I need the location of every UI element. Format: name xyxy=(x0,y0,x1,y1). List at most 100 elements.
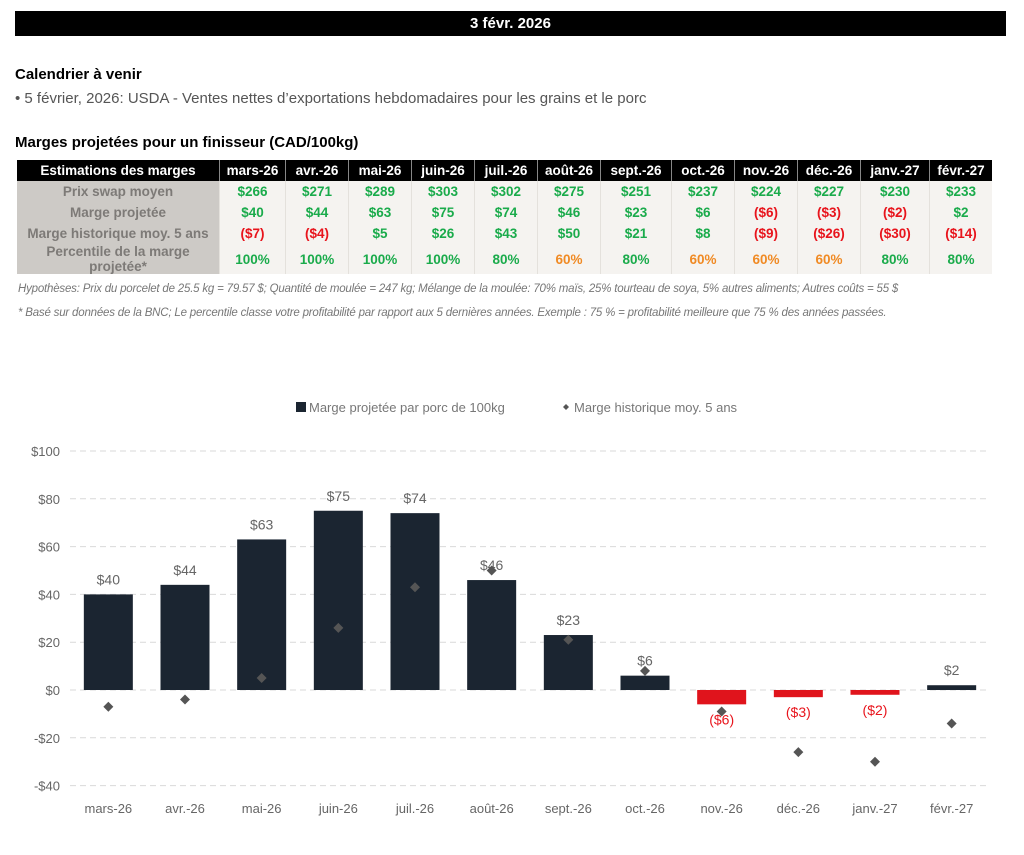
margins-table: Estimations des marges mars-26 avr.-26 mai… xyxy=(17,160,992,274)
table-cell: $251 xyxy=(600,181,672,202)
table-cell: $237 xyxy=(671,181,735,202)
x-tick-label: avr.-26 xyxy=(165,801,205,816)
month-header: août-26 xyxy=(537,160,601,181)
y-tick-label: $100 xyxy=(31,444,60,459)
table-cell: $26 xyxy=(411,223,475,244)
bar xyxy=(850,690,900,695)
bar-data-label: $2 xyxy=(944,662,960,678)
month-header: juin-26 xyxy=(411,160,475,181)
historical-marker xyxy=(793,747,804,758)
y-tick-label: $60 xyxy=(38,540,60,555)
bar xyxy=(237,539,287,690)
table-cell: 80% xyxy=(474,244,538,274)
table-cell: ($6) xyxy=(734,202,798,223)
bar-data-label: $63 xyxy=(250,516,274,532)
historical-marker xyxy=(410,582,420,593)
historical-marker xyxy=(333,622,344,633)
historical-marker xyxy=(716,706,727,717)
table-cell: 80% xyxy=(860,244,930,274)
table-cell: 60% xyxy=(537,244,601,274)
table-row: Percentile de la marge projetée* 100% 100%… xyxy=(17,244,992,274)
table-cell: $43 xyxy=(474,223,538,244)
table-cell: $230 xyxy=(860,181,930,202)
x-tick-label: févr.-27 xyxy=(930,801,973,816)
y-tick-label: -$20 xyxy=(34,731,60,746)
x-tick-label: mars-26 xyxy=(84,801,132,816)
x-tick-label: mai-26 xyxy=(242,801,282,816)
y-tick-label: $40 xyxy=(38,587,60,602)
month-header: oct.-26 xyxy=(671,160,735,181)
header-label: Estimations des marges xyxy=(17,160,220,181)
calendar-item: • 5 février, 2026: USDA - Ventes nettes … xyxy=(15,90,647,107)
historical-marker xyxy=(946,718,957,729)
x-tick-label: nov.-26 xyxy=(700,801,742,816)
historical-marker xyxy=(103,701,114,712)
table-cell: $21 xyxy=(600,223,672,244)
x-tick-label: sept.-26 xyxy=(545,801,592,816)
bar-data-label: $75 xyxy=(327,488,351,504)
month-header: déc.-26 xyxy=(797,160,861,181)
x-tick-label: août-26 xyxy=(470,801,514,816)
table-cell: ($14) xyxy=(929,223,992,244)
table-header-row: Estimations des marges mars-26 avr.-26 mai… xyxy=(17,160,992,181)
calendar-title: Calendrier à venir xyxy=(15,66,142,83)
bar-data-label: $74 xyxy=(403,490,427,506)
month-header: avr.-26 xyxy=(285,160,349,181)
month-header: sept.-26 xyxy=(600,160,672,181)
table-cell: 60% xyxy=(797,244,861,274)
table-cell: ($3) xyxy=(797,202,861,223)
table-cell: $23 xyxy=(600,202,672,223)
bar xyxy=(160,584,210,690)
table-cell: $303 xyxy=(411,181,475,202)
bar xyxy=(697,690,747,705)
y-tick-label: $0 xyxy=(46,683,60,698)
bar-data-label: $23 xyxy=(557,612,581,628)
table-cell: 100% xyxy=(285,244,349,274)
y-tick-label: -$40 xyxy=(34,779,60,794)
table-cell: 60% xyxy=(671,244,735,274)
bar xyxy=(927,685,977,690)
x-tick-label: déc.-26 xyxy=(777,801,820,816)
historical-marker xyxy=(486,565,497,576)
month-header: mai-26 xyxy=(348,160,412,181)
table-row: Marge historique moy. 5 ans ($7) ($4) $5 $26… xyxy=(17,223,992,244)
table-cell: $6 xyxy=(671,202,735,223)
bar-data-label: $6 xyxy=(637,653,653,669)
bar-data-label: ($2) xyxy=(863,702,888,718)
bar-data-label: $44 xyxy=(173,562,197,578)
table-row: Marge projetée $40 $44 $63 $75 $74 $46 $23 $6 ($6… xyxy=(17,202,992,223)
table-cell: ($9) xyxy=(734,223,798,244)
table-cell: $289 xyxy=(348,181,412,202)
legend-marker-label: Marge historique moy. 5 ans xyxy=(574,400,738,415)
table-cell: ($26) xyxy=(797,223,861,244)
table-cell: 80% xyxy=(929,244,992,274)
x-tick-label: oct.-26 xyxy=(625,801,665,816)
legend-bar-swatch xyxy=(296,402,306,412)
table-cell: $74 xyxy=(474,202,538,223)
month-header: mars-26 xyxy=(219,160,286,181)
month-header: juil.-26 xyxy=(474,160,538,181)
assumptions-note: Hypothèses: Prix du porcelet de 25.5 kg … xyxy=(18,283,899,295)
row-label: Marge projetée xyxy=(17,202,220,223)
month-header: janv.-27 xyxy=(860,160,930,181)
table-cell: $227 xyxy=(797,181,861,202)
table-cell: 100% xyxy=(348,244,412,274)
y-tick-label: $80 xyxy=(38,492,60,507)
table-row: Prix swap moyen $266 $271 $289 $303 $302 $275 $… xyxy=(17,181,992,202)
date-banner: 3 févr. 2026 xyxy=(15,11,1006,36)
table-cell: $224 xyxy=(734,181,798,202)
table-cell: 80% xyxy=(600,244,672,274)
historical-marker xyxy=(563,634,574,645)
month-header: nov.-26 xyxy=(734,160,798,181)
legend-diamond-icon xyxy=(563,404,569,410)
table-cell: $266 xyxy=(219,181,286,202)
bar xyxy=(83,594,133,690)
bar xyxy=(467,580,517,690)
historical-marker xyxy=(180,694,190,705)
table-cell: ($4) xyxy=(285,223,349,244)
bar xyxy=(313,510,363,690)
bar xyxy=(620,675,670,690)
margin-chart: $100 $80 $60 $40 $20 $0 -$20 -$40 $40 mars-26 $44 a… xyxy=(31,400,990,816)
table-cell: $271 xyxy=(285,181,349,202)
table-cell: $40 xyxy=(219,202,286,223)
